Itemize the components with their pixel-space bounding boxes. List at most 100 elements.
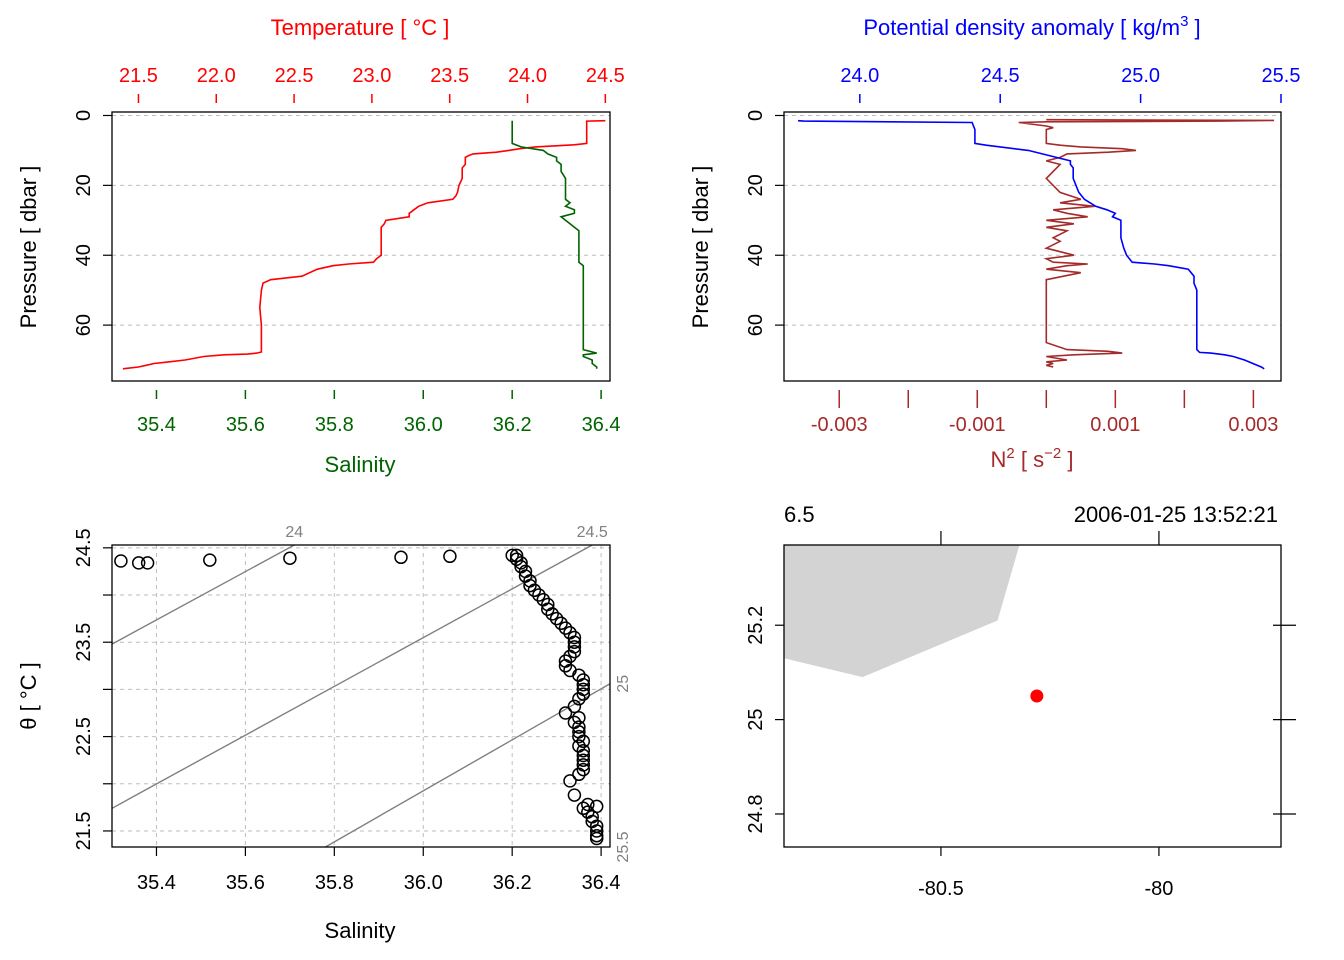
p3-point-1 (131, 556, 146, 570)
p3-isopycnal-24.5 (111, 544, 593, 809)
p2-top-tick-label: 25.5 (1262, 65, 1301, 87)
p4-xtick-label: -80 (1144, 878, 1173, 900)
p3-point-15 (523, 578, 537, 593)
p3-isopycnal-label: 24 (285, 524, 303, 541)
p1-bottom-tick-label: 35.4 (137, 414, 176, 436)
p3-ytick-label: 22.5 (73, 717, 95, 756)
p3-point-66 (589, 831, 604, 846)
p3-point-10 (514, 556, 528, 570)
p3-point-38 (576, 687, 591, 701)
p3-isopycnal-24 (111, 544, 295, 645)
p4-plot-box (783, 544, 1282, 848)
p3-point-27 (567, 635, 582, 649)
p1-ytick-label: 20 (73, 174, 95, 196)
p4-land (784, 545, 1020, 678)
p1-top-tick-label: 21.5 (119, 65, 158, 87)
p3-point-57 (581, 797, 595, 812)
p3-point-35 (576, 673, 591, 687)
p3-point-20 (541, 602, 555, 616)
p2-ytick-label: 20 (745, 174, 767, 196)
p1-salinity-axis-title: Salinity (325, 452, 396, 477)
p3-points (114, 548, 604, 846)
p3-point-55 (563, 774, 577, 788)
p2-top-tick-label: 24.5 (981, 65, 1020, 87)
p3-salinity-axis-title: Salinity (325, 918, 396, 943)
p3-point-44 (572, 720, 586, 734)
p3-xtick-label: 36.4 (582, 872, 621, 894)
p1-bottom-tick-label: 36.4 (582, 414, 621, 436)
p1-salinity-line (511, 120, 598, 369)
p1-gridlines (112, 114, 610, 326)
p2-n2-line (1018, 118, 1275, 368)
p1-bottom-tick-label: 36.0 (404, 414, 443, 436)
p2-bottom-tick-label: -0.001 (949, 414, 1006, 436)
p3-theta-axis-title: θ [ °C ] (16, 662, 41, 729)
p3-point-29 (567, 644, 582, 659)
p4-station-marker (1030, 689, 1044, 703)
p4-ytick-label: 25.2 (745, 606, 767, 645)
p3-point-9 (509, 552, 524, 566)
p3-point-6 (443, 549, 457, 564)
p1-temperature-line (122, 119, 606, 370)
p2-series (797, 118, 1275, 370)
p3-point-39 (572, 692, 586, 706)
p3-point-8 (509, 548, 524, 563)
p2-bottom-tick-label: 0.001 (1090, 414, 1140, 436)
p2-bottom-tick-label: -0.003 (811, 414, 868, 436)
p4-ytick-label: 24.8 (745, 795, 767, 834)
density-profile-panel: 0 20 40 60 24.0 24.5 25.0 25.5 -0.003 -0.001 0.001… (688, 13, 1300, 472)
p3-isopycnal-label: 24.5 (577, 524, 608, 541)
p1-ticks: 0 20 40 60 21.5 22.0 22.5 23.0 23.5 24.0 24.5 35.4 3… (73, 65, 625, 436)
p3-point-22 (549, 611, 564, 626)
p3-xtick-label: 36.2 (493, 872, 532, 894)
p4-top-left-label: 6.5 (784, 502, 815, 527)
p3-isopycnal-label: 25 (615, 675, 632, 693)
p2-ytick-label: 60 (745, 314, 767, 336)
p3-point-56 (567, 788, 582, 802)
p1-plot-box (111, 111, 611, 382)
p3-point-50 (576, 748, 591, 763)
p1-top-tick-label: 24.0 (508, 65, 547, 87)
p3-xtick-label: 35.6 (226, 872, 265, 894)
p3-isopycnal-25 (325, 683, 611, 848)
p3-ytick-label: 23.5 (73, 623, 95, 662)
p4-timestamp-label: 2006-01-25 13:52:21 (1074, 502, 1278, 527)
p3-xtick-label: 35.8 (315, 872, 354, 894)
p1-bottom-tick-label: 36.2 (493, 414, 532, 436)
p1-top-tick-label: 23.0 (352, 65, 391, 87)
p1-ytick-label: 60 (73, 314, 95, 336)
p3-point-2 (140, 556, 155, 570)
p3-plot-box (111, 544, 611, 848)
p3-gridlines (112, 545, 610, 847)
p2-ticks: 0 20 40 60 24.0 24.5 25.0 25.5 -0.003 -0.001 0.001… (745, 65, 1300, 436)
p1-series (122, 119, 606, 370)
p3-ytick-label: 24.5 (73, 528, 95, 567)
p1-bottom-tick-label: 35.8 (315, 414, 354, 436)
p2-ytick-label: 40 (745, 244, 767, 266)
p1-top-tick-label: 23.5 (430, 65, 469, 87)
p4-ytick-label: 25 (745, 708, 767, 730)
p3-xtick-label: 35.4 (137, 872, 176, 894)
p3-point-0 (114, 554, 128, 568)
p1-bottom-tick-label: 35.6 (226, 414, 265, 436)
station-map-panel: -80.5 -80 24.8 25 25.2 6.5 2006-01-25 13:52:… (745, 502, 1296, 900)
p3-point-4 (283, 551, 297, 565)
p1-ytick-label: 0 (73, 110, 95, 121)
p1-top-tick-label: 24.5 (586, 65, 625, 87)
p4-ticks: -80.5 -80 24.8 25 25.2 (745, 531, 1296, 900)
p3-point-47 (576, 734, 591, 749)
p1-ytick-label: 40 (73, 244, 95, 266)
p3-point-24 (558, 621, 573, 635)
p3-point-32 (558, 659, 573, 673)
p2-density-line (797, 119, 1265, 370)
p3-point-26 (567, 630, 582, 645)
p3-point-49 (576, 743, 591, 758)
p1-top-tick-label: 22.0 (197, 65, 236, 87)
p3-ytick-label: 21.5 (73, 811, 95, 850)
p3-point-64 (589, 824, 604, 838)
p4-station-layer (1030, 689, 1044, 703)
p3-ticks: 35.4 35.6 35.8 36.0 36.2 36.4 21.5 22.5 23.5 24.5 (73, 528, 621, 894)
p3-point-21 (545, 607, 559, 621)
p3-point-46 (572, 729, 586, 744)
